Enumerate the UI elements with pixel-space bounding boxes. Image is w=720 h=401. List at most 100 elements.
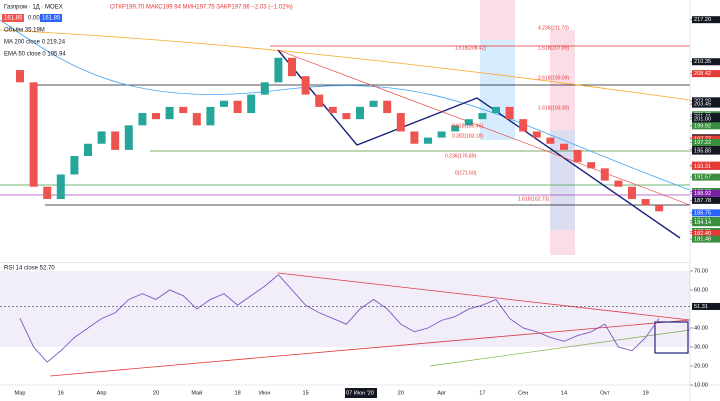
drawing (0, 19, 691, 191)
candle (614, 180, 623, 187)
price-label-box (692, 229, 720, 237)
candle (206, 106, 215, 126)
label: RSI 14 close 52.70 (4, 266, 55, 272)
fib-label: 0.618(185.46) (452, 123, 483, 129)
x-tick-label: Авг (437, 390, 446, 396)
candle (165, 106, 174, 120)
label: 0.00 (28, 16, 40, 22)
fib-label: 1.618(208.42) (455, 45, 486, 51)
candle (424, 137, 432, 144)
rsi-band (0, 270, 690, 347)
candle (328, 106, 337, 114)
x-tick-label: 20 (398, 390, 404, 396)
candle (478, 113, 487, 120)
price-label-box (692, 70, 720, 78)
price-label-box (692, 189, 720, 197)
y-tick-label: 188.92 (694, 191, 711, 197)
candle (492, 106, 500, 114)
price-label-box (692, 147, 720, 155)
candle (124, 125, 133, 150)
candle (383, 100, 392, 114)
drawing (0, 29, 691, 101)
candle (288, 57, 296, 77)
fib-label: 4.236(211.70) (538, 25, 569, 31)
y-tick-label: 182.40 (694, 231, 711, 237)
candle (192, 113, 201, 126)
drawing (2, 14, 24, 22)
candle (655, 205, 664, 212)
drawing (40, 14, 62, 22)
fib-label: 0.236(176.89) (445, 153, 476, 159)
drawing (345, 388, 377, 398)
drawing (0, 262, 690, 263)
candle (179, 106, 188, 114)
fib-label: 1.618(193.90) (538, 105, 569, 111)
candle (342, 113, 351, 120)
drawing (480, 40, 515, 140)
candle (587, 162, 596, 169)
candle (356, 106, 364, 120)
fib-label: 1.618(162.73) (518, 196, 549, 202)
y-tick-label: 191.57 (694, 175, 711, 181)
label: Объём 35.19M (4, 28, 45, 34)
candle (315, 94, 324, 107)
candle (233, 100, 242, 114)
candle (464, 119, 473, 126)
candle (29, 82, 38, 187)
price-label-box (692, 115, 720, 123)
price-label-box (692, 235, 720, 243)
price-label-box (692, 196, 720, 204)
y-tick-label: 210.35 (694, 59, 711, 65)
y-tick-label: 201.00 (694, 117, 711, 123)
label: MA 200 close 0 219.24 (4, 40, 66, 46)
label: Газпром · 1Д · MOEX (4, 5, 63, 11)
x-tick-label: Мар (15, 390, 26, 396)
candle (56, 174, 65, 200)
candle (152, 113, 160, 120)
x-tick-label: 15 (302, 390, 308, 396)
candle (532, 131, 541, 138)
fib-label: 0(171.60) (455, 170, 477, 176)
x-tick-label: Май (191, 389, 202, 396)
fib-label: 0.382(183.18) (452, 133, 483, 139)
drawing (654, 321, 689, 354)
y-tick-label: 20.00 (694, 363, 708, 369)
y-tick-label: 187.78 (694, 198, 711, 204)
rsi-last-box (692, 302, 720, 310)
candle (301, 76, 310, 95)
label: 161.85 (42, 16, 61, 22)
y-tick-label: 184.14 (694, 220, 711, 226)
y-tick-label: 30.00 (694, 344, 708, 350)
candle (451, 125, 460, 132)
y-tick-label: 185.75 (694, 210, 711, 216)
drawing (277, 272, 691, 321)
candle (70, 156, 79, 175)
y-tick-label: 208.42 (694, 71, 711, 77)
drawing (277, 49, 681, 239)
candle (138, 113, 147, 126)
label: EMA 50 close 0 195.94 (4, 52, 66, 58)
rsi-line (19, 274, 660, 363)
fib-label: 2.618(199.09) (538, 75, 569, 81)
candle (247, 94, 256, 114)
price-label-box (692, 162, 720, 170)
candle (573, 149, 582, 163)
price-label-box (692, 209, 720, 217)
candle (16, 70, 24, 83)
candle (437, 131, 446, 138)
y-tick-label: 181.48 (694, 237, 711, 243)
x-tick-label: 17 (479, 390, 485, 396)
price-label-box (692, 219, 720, 227)
candle (641, 199, 650, 206)
candle (560, 143, 568, 150)
x-tick-label: 20 (153, 390, 159, 396)
y-tick-label: 10.00 (694, 382, 708, 388)
x-tick-label: 19 (642, 390, 648, 396)
x-tick-label: Июн (259, 390, 270, 396)
x-tick-label: Сен (518, 390, 528, 396)
y-tick-label: 40.00 (694, 325, 708, 331)
y-tick-label: 197.22 (694, 140, 711, 146)
x-tick-label: 07 Июн '20 (346, 390, 374, 396)
x-tick-label: 18 (234, 390, 240, 396)
y-tick-label: 203.45 (694, 102, 711, 108)
